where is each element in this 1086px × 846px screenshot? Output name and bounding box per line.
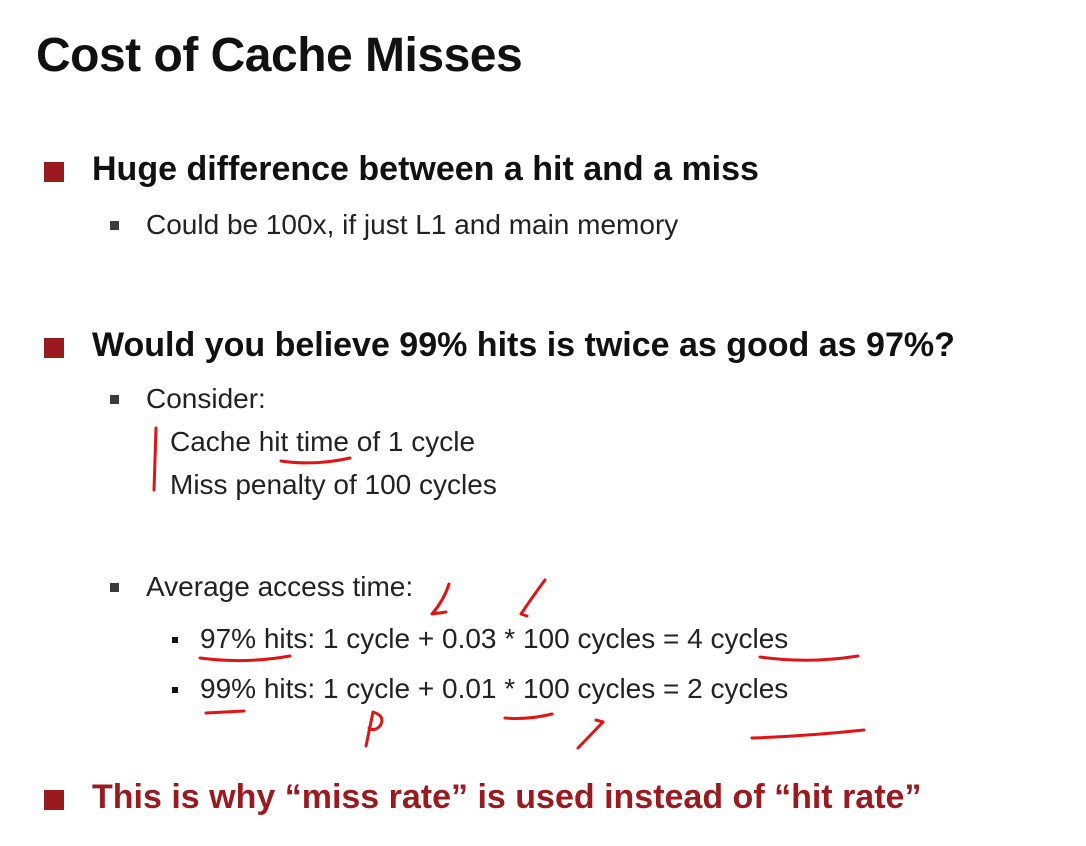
bullet-marker-2 [44,338,64,358]
bullet-marker-3 [44,790,64,810]
sub-bullet-marker [110,221,119,230]
p-mark [364,710,384,748]
bullet-99-vs-97: Would you believe 99% hits is twice as g… [92,326,955,364]
consider-hit-time: Cache hit time of 1 cycle [170,426,476,457]
check-mark-1 [430,582,451,616]
calc-99-hits: 99% hits: 1 cycle + 0.01 * 100 cycles = … [200,673,789,704]
sub-bullet-consider: Consider: [146,383,266,414]
underline-hit-time [279,456,352,465]
bullet-hit-miss-difference: Huge difference between a hit and a miss [92,150,759,188]
sub-sub-bullet-marker [172,687,178,693]
slide-title: Cost of Cache Misses [36,29,523,82]
underline-97-hits [198,654,292,663]
arrow-mark [576,718,605,750]
bullet-marker-1 [44,162,64,182]
bracket-mark [152,426,158,492]
underline-2-cycles [750,728,866,740]
sub-bullet-marker [110,583,119,592]
sub-bullet-marker [110,395,119,404]
sub-bullet-100x: Could be 100x, if just L1 and main memor… [146,209,679,240]
sub-sub-bullet-marker [172,637,178,643]
bullet-miss-rate-conclusion: This is why “miss rate” is used instead … [92,778,922,816]
underline-4-cycles [758,654,860,662]
underline-99-hits [204,709,246,715]
consider-miss-penalty: Miss penalty of 100 cycles [170,469,497,500]
underline-0-01 [503,712,554,720]
sub-bullet-average-access-time: Average access time: [146,571,414,602]
check-mark-2 [519,578,547,618]
calc-97-hits: 97% hits: 1 cycle + 0.03 * 100 cycles = … [200,623,789,654]
